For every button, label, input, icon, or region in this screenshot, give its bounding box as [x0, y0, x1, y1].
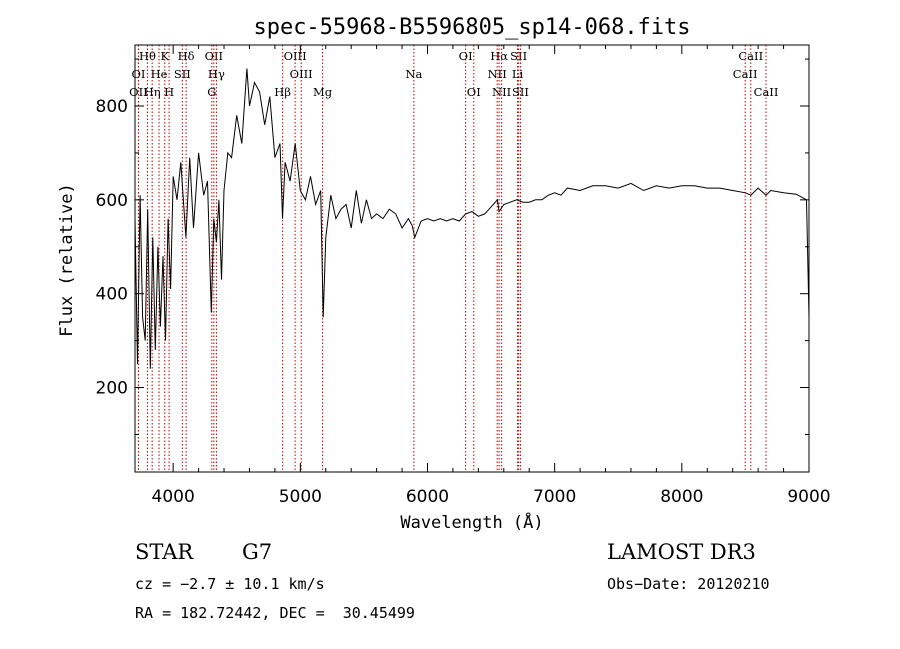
- x-tick-label: 8000: [660, 487, 703, 507]
- line-label: CaII: [738, 49, 763, 63]
- y-tick-label: 200: [96, 379, 128, 399]
- line-label: OII: [205, 49, 224, 63]
- line-label: Hβ: [274, 85, 291, 99]
- line-label: OIII: [290, 67, 313, 81]
- y-tick-label: 400: [96, 285, 128, 305]
- line-label: CaII: [754, 85, 779, 99]
- chart-title: spec-55968-B5596805_sp14-068.fits: [253, 15, 690, 40]
- line-label: OI: [459, 49, 473, 63]
- line-label: CaII: [733, 67, 758, 81]
- y-tick-label: 600: [96, 191, 128, 211]
- object-class: STAR: [135, 540, 194, 564]
- line-label: Mg: [313, 85, 333, 99]
- line-label: OI: [467, 85, 481, 99]
- line-label: G: [207, 85, 216, 99]
- x-axis-label: Wavelength (Å): [400, 511, 543, 533]
- x-tick-label: 6000: [406, 487, 449, 507]
- plot-frame: [134, 44, 810, 473]
- coordinates: RA = 182.72442, DEC = 30.45499: [135, 604, 415, 622]
- line-label: SII: [512, 85, 529, 99]
- line-label: SII: [510, 49, 527, 63]
- object-subclass: G7: [242, 540, 273, 564]
- x-tick-label: 7000: [533, 487, 576, 507]
- y-axis-label: Flux (relative): [57, 183, 77, 337]
- line-label: OII: [129, 85, 148, 99]
- line-label: Na: [405, 67, 422, 81]
- y-tick-label: 800: [96, 97, 128, 117]
- line-label: Hη: [144, 85, 161, 99]
- line-label: OIII: [284, 49, 307, 63]
- line-label: Hα: [490, 49, 508, 63]
- redshift-velocity: cz = −2.7 ± 10.1 km/s: [135, 575, 325, 593]
- line-label: SII: [174, 67, 191, 81]
- line-label: H: [164, 85, 174, 99]
- x-tick-label: 5000: [279, 487, 322, 507]
- line-label: Li: [512, 67, 524, 81]
- x-tick-label: 9000: [787, 487, 830, 507]
- survey-name: LAMOST DR3: [607, 540, 756, 564]
- spectrum-line: [134, 68, 810, 369]
- spectrum-layer: [134, 68, 810, 369]
- x-tick-label: 4000: [152, 487, 195, 507]
- line-label: K: [160, 49, 169, 63]
- line-label: He: [151, 67, 168, 81]
- axis-ticks: 4000 5000 6000 7000 8000 9000 200 400 600 800: [96, 45, 831, 507]
- observation-date: Obs−Date: 20120210: [607, 575, 770, 593]
- line-label: NII: [488, 67, 507, 81]
- line-label: NII: [492, 85, 511, 99]
- line-label: Hθ: [139, 49, 156, 63]
- line-label: Hδ: [178, 49, 195, 63]
- line-label: Hγ: [208, 67, 225, 81]
